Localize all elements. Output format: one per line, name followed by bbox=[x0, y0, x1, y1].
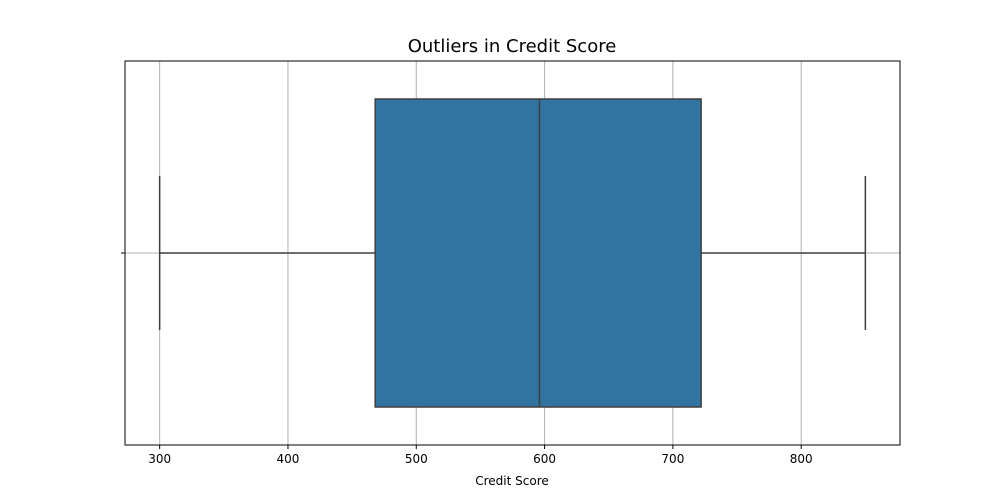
interquartile-box bbox=[374, 98, 702, 408]
x-tick-label-800: 800 bbox=[790, 452, 813, 466]
x-axis-label: Credit Score bbox=[475, 474, 549, 488]
x-axis-ticks: 300 400 500 600 700 800 bbox=[121, 252, 813, 466]
box-plot bbox=[158, 98, 867, 408]
x-tick-label-700: 700 bbox=[661, 452, 684, 466]
x-tick-label-400: 400 bbox=[277, 452, 300, 466]
chart-title: Outliers in Credit Score bbox=[408, 36, 617, 57]
x-tick-label-300: 300 bbox=[148, 452, 171, 466]
x-tick-label-500: 500 bbox=[405, 452, 428, 466]
x-tick-label-600: 600 bbox=[533, 452, 556, 466]
